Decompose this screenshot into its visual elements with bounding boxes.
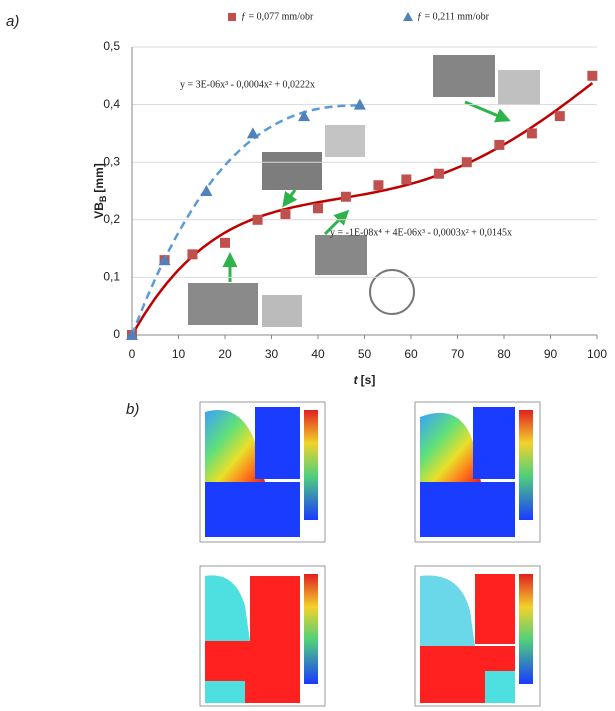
panel-label: b) xyxy=(126,401,139,418)
x-tick-label: 40 xyxy=(311,347,325,361)
point xyxy=(187,249,198,260)
point xyxy=(373,180,384,191)
point xyxy=(353,98,366,110)
photos xyxy=(188,55,540,327)
x-tick-label: 70 xyxy=(451,347,465,361)
x-label-unit: [s] xyxy=(361,373,376,387)
point xyxy=(461,157,472,168)
point xyxy=(158,254,171,266)
point xyxy=(298,110,311,122)
point xyxy=(401,174,412,185)
point xyxy=(126,329,138,340)
point xyxy=(340,191,351,202)
point xyxy=(313,203,323,214)
legend-marker xyxy=(228,13,236,21)
point xyxy=(252,214,263,225)
x-tick-label: 10 xyxy=(172,347,186,361)
x-tick-label: 80 xyxy=(497,347,511,361)
trend-line xyxy=(130,82,594,336)
point xyxy=(280,209,291,220)
y-label-unit: [mm] xyxy=(92,163,106,192)
x-tick-label: 0 xyxy=(129,347,136,361)
y-label-main: VB xyxy=(92,202,106,219)
y-tick-label: 0 xyxy=(113,327,120,341)
point xyxy=(433,168,444,179)
x-axis-label: t [s] xyxy=(354,373,376,387)
simulations xyxy=(199,401,541,707)
x-tick-label: 90 xyxy=(544,347,558,361)
y-tick-label: 0,1 xyxy=(103,270,120,284)
y-label-sub: B xyxy=(98,195,108,202)
y-tick-label: 0,2 xyxy=(103,212,120,226)
legend-label: ƒ = 0,211 mm/obr xyxy=(417,11,490,22)
point xyxy=(526,128,537,139)
y-axis-label: VBB [mm] xyxy=(92,163,108,219)
x-tick-label: 100 xyxy=(587,347,607,361)
trend-equation: y = -1E-08x⁴ + 4E-06x³ - 0,0003x² + 0,01… xyxy=(330,227,512,238)
x-label-main: t xyxy=(354,373,359,387)
y-tick-label: 0,5 xyxy=(103,39,120,53)
point xyxy=(200,185,213,196)
y-tick-label: 0,3 xyxy=(103,154,120,168)
panel-label: a) xyxy=(6,13,19,30)
trend-equation: y = 3E-06x³ - 0,0004x² + 0,0222x xyxy=(180,79,315,90)
point xyxy=(220,237,230,248)
legend-marker xyxy=(403,12,413,21)
y-tick-label: 0,4 xyxy=(103,97,120,111)
x-tick-label: 20 xyxy=(218,347,232,361)
x-tick-label: 60 xyxy=(404,347,418,361)
x-tick-label: 50 xyxy=(358,347,372,361)
legend-label: ƒ = 0,077 mm/obr xyxy=(241,11,314,22)
point xyxy=(246,127,259,139)
point xyxy=(554,111,565,122)
point xyxy=(587,70,598,81)
point xyxy=(494,139,505,150)
x-tick-label: 30 xyxy=(265,347,279,361)
trend-line xyxy=(130,104,360,336)
